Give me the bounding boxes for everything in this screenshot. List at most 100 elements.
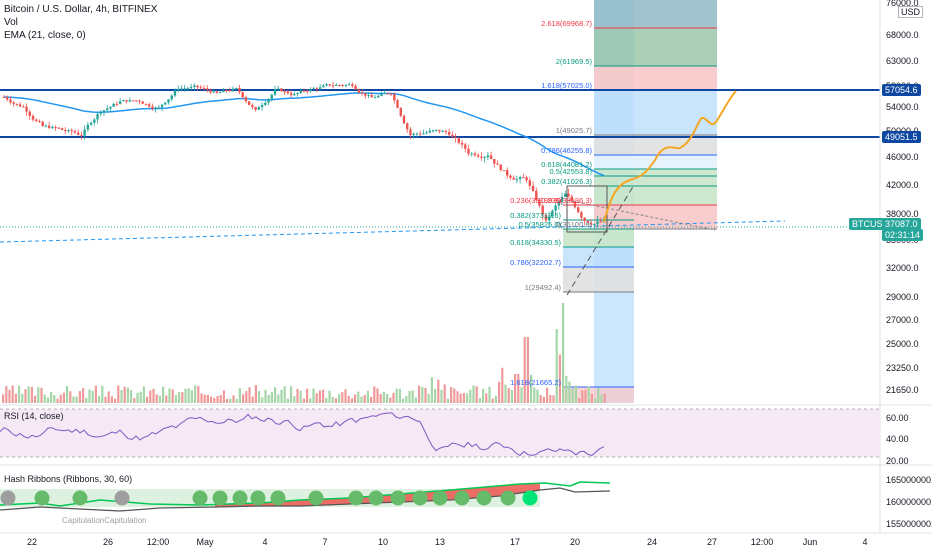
volume-bar bbox=[50, 391, 53, 403]
candle-body bbox=[328, 84, 332, 86]
volume-bar bbox=[219, 395, 222, 403]
candle-body bbox=[18, 104, 22, 107]
currency-badge[interactable]: USD bbox=[898, 6, 924, 18]
volume-bar bbox=[312, 388, 315, 403]
volume-bar bbox=[469, 389, 472, 403]
volume-bar bbox=[437, 379, 440, 403]
volume-bar bbox=[494, 395, 497, 403]
candle-body bbox=[560, 196, 564, 202]
candle-body bbox=[299, 90, 302, 93]
price-tick: 76000.0 bbox=[886, 0, 919, 8]
hash-ribbon-dot bbox=[232, 490, 248, 506]
candle-body bbox=[193, 85, 196, 87]
hash-ribbon-dot bbox=[522, 490, 538, 506]
candle-body bbox=[118, 101, 122, 104]
volume-bar bbox=[5, 385, 8, 403]
volume-bar bbox=[229, 398, 232, 403]
fib-level-label: 2(61969.5) bbox=[556, 57, 593, 66]
projected-price-path[interactable] bbox=[603, 90, 737, 223]
price-tick: 32000.0 bbox=[886, 263, 919, 273]
candle-body bbox=[438, 129, 441, 132]
hash-ribbons-title[interactable]: Hash Ribbons (Ribbons, 30, 60) bbox=[4, 474, 133, 484]
volume-bar bbox=[578, 398, 581, 403]
volume-bar bbox=[376, 388, 379, 403]
main-pane[interactable]: 2.618(69968.7) 2(61969.5) 1.618(57025.0) 1(… bbox=[0, 0, 880, 403]
hash-ribbons-pane[interactable] bbox=[0, 481, 611, 512]
volume-bar bbox=[69, 391, 72, 403]
candle-body bbox=[383, 92, 386, 94]
fib-lower-green bbox=[563, 229, 634, 247]
volume-bar bbox=[533, 387, 536, 403]
ema-legend[interactable]: EMA (21, close, 0) bbox=[4, 30, 86, 41]
price-tick: 21650.0 bbox=[886, 385, 919, 395]
volume-bar bbox=[242, 394, 245, 403]
volume-bar bbox=[258, 391, 261, 403]
volume-bar bbox=[315, 393, 318, 403]
candle-body bbox=[6, 97, 9, 100]
candle-body bbox=[506, 170, 509, 176]
volume-bar bbox=[110, 396, 113, 403]
time-tick: 4 bbox=[262, 537, 267, 547]
volume-bar bbox=[254, 385, 257, 403]
volume-bar bbox=[174, 395, 177, 403]
volume-bar bbox=[270, 391, 273, 403]
symbol-title[interactable]: Bitcoin / U.S. Dollar, 4h, BITFINEX bbox=[4, 4, 158, 15]
candle-body bbox=[312, 88, 315, 90]
time-tick: 7 bbox=[322, 537, 327, 547]
candle-body bbox=[64, 129, 67, 132]
candle-body bbox=[22, 106, 25, 108]
candle-body bbox=[538, 199, 541, 206]
price-tick: 38000.0 bbox=[886, 209, 919, 219]
volume-bar bbox=[117, 385, 120, 403]
candle-body bbox=[386, 92, 390, 94]
candle-body bbox=[331, 85, 335, 87]
candle-body bbox=[435, 129, 438, 131]
volume-legend[interactable]: Vol bbox=[4, 17, 18, 28]
price-tick: 63000.0 bbox=[886, 56, 919, 66]
candle-body bbox=[2, 97, 6, 99]
price-tick: 42000.0 bbox=[886, 180, 919, 190]
volume-bar bbox=[555, 329, 558, 403]
fib-retracement-label: 0.236(39199.8) bbox=[510, 196, 561, 205]
hash-ribbon-dot bbox=[308, 490, 324, 506]
volume-bar bbox=[600, 394, 603, 403]
volume-bar bbox=[152, 388, 155, 403]
volume-bar bbox=[331, 397, 334, 403]
volume-bar bbox=[142, 386, 145, 403]
volume-bar bbox=[267, 394, 270, 403]
candle-body bbox=[51, 127, 54, 129]
volume-bar bbox=[190, 390, 193, 403]
trend-dashed-line[interactable] bbox=[0, 220, 786, 243]
volume-bar bbox=[334, 398, 337, 403]
volume-bar bbox=[78, 391, 81, 403]
rsi-title[interactable]: RSI (14, close) bbox=[4, 411, 64, 421]
volume-bar bbox=[603, 393, 606, 403]
volume-bar bbox=[398, 388, 401, 403]
hash-ribbon-dot bbox=[454, 490, 470, 506]
volume-bar bbox=[466, 393, 469, 403]
volume-bar bbox=[206, 394, 209, 403]
volume-bar bbox=[14, 393, 17, 403]
price-tick: 54000.0 bbox=[886, 102, 919, 112]
candle-body bbox=[373, 97, 377, 99]
candle-body bbox=[215, 91, 219, 93]
candle-body bbox=[557, 201, 561, 206]
time-tick: 13 bbox=[435, 537, 445, 547]
volume-bar bbox=[594, 398, 597, 403]
time-tick: 10 bbox=[378, 537, 388, 547]
time-tick: Jun bbox=[803, 537, 818, 547]
volume-bar bbox=[552, 395, 555, 403]
time-tick: 22 bbox=[27, 537, 37, 547]
volume-bar bbox=[194, 385, 197, 403]
volume-bar bbox=[91, 390, 94, 403]
volume-bar bbox=[520, 387, 523, 403]
fib-level-label: 2.618(69968.7) bbox=[541, 19, 592, 28]
volume-bar bbox=[587, 386, 590, 403]
volume-bar bbox=[2, 394, 5, 403]
volume-bar bbox=[309, 398, 312, 403]
volume-bar bbox=[130, 390, 133, 403]
candle-body bbox=[86, 124, 90, 130]
rsi-pane[interactable] bbox=[0, 408, 880, 458]
volume-bar bbox=[571, 388, 574, 403]
